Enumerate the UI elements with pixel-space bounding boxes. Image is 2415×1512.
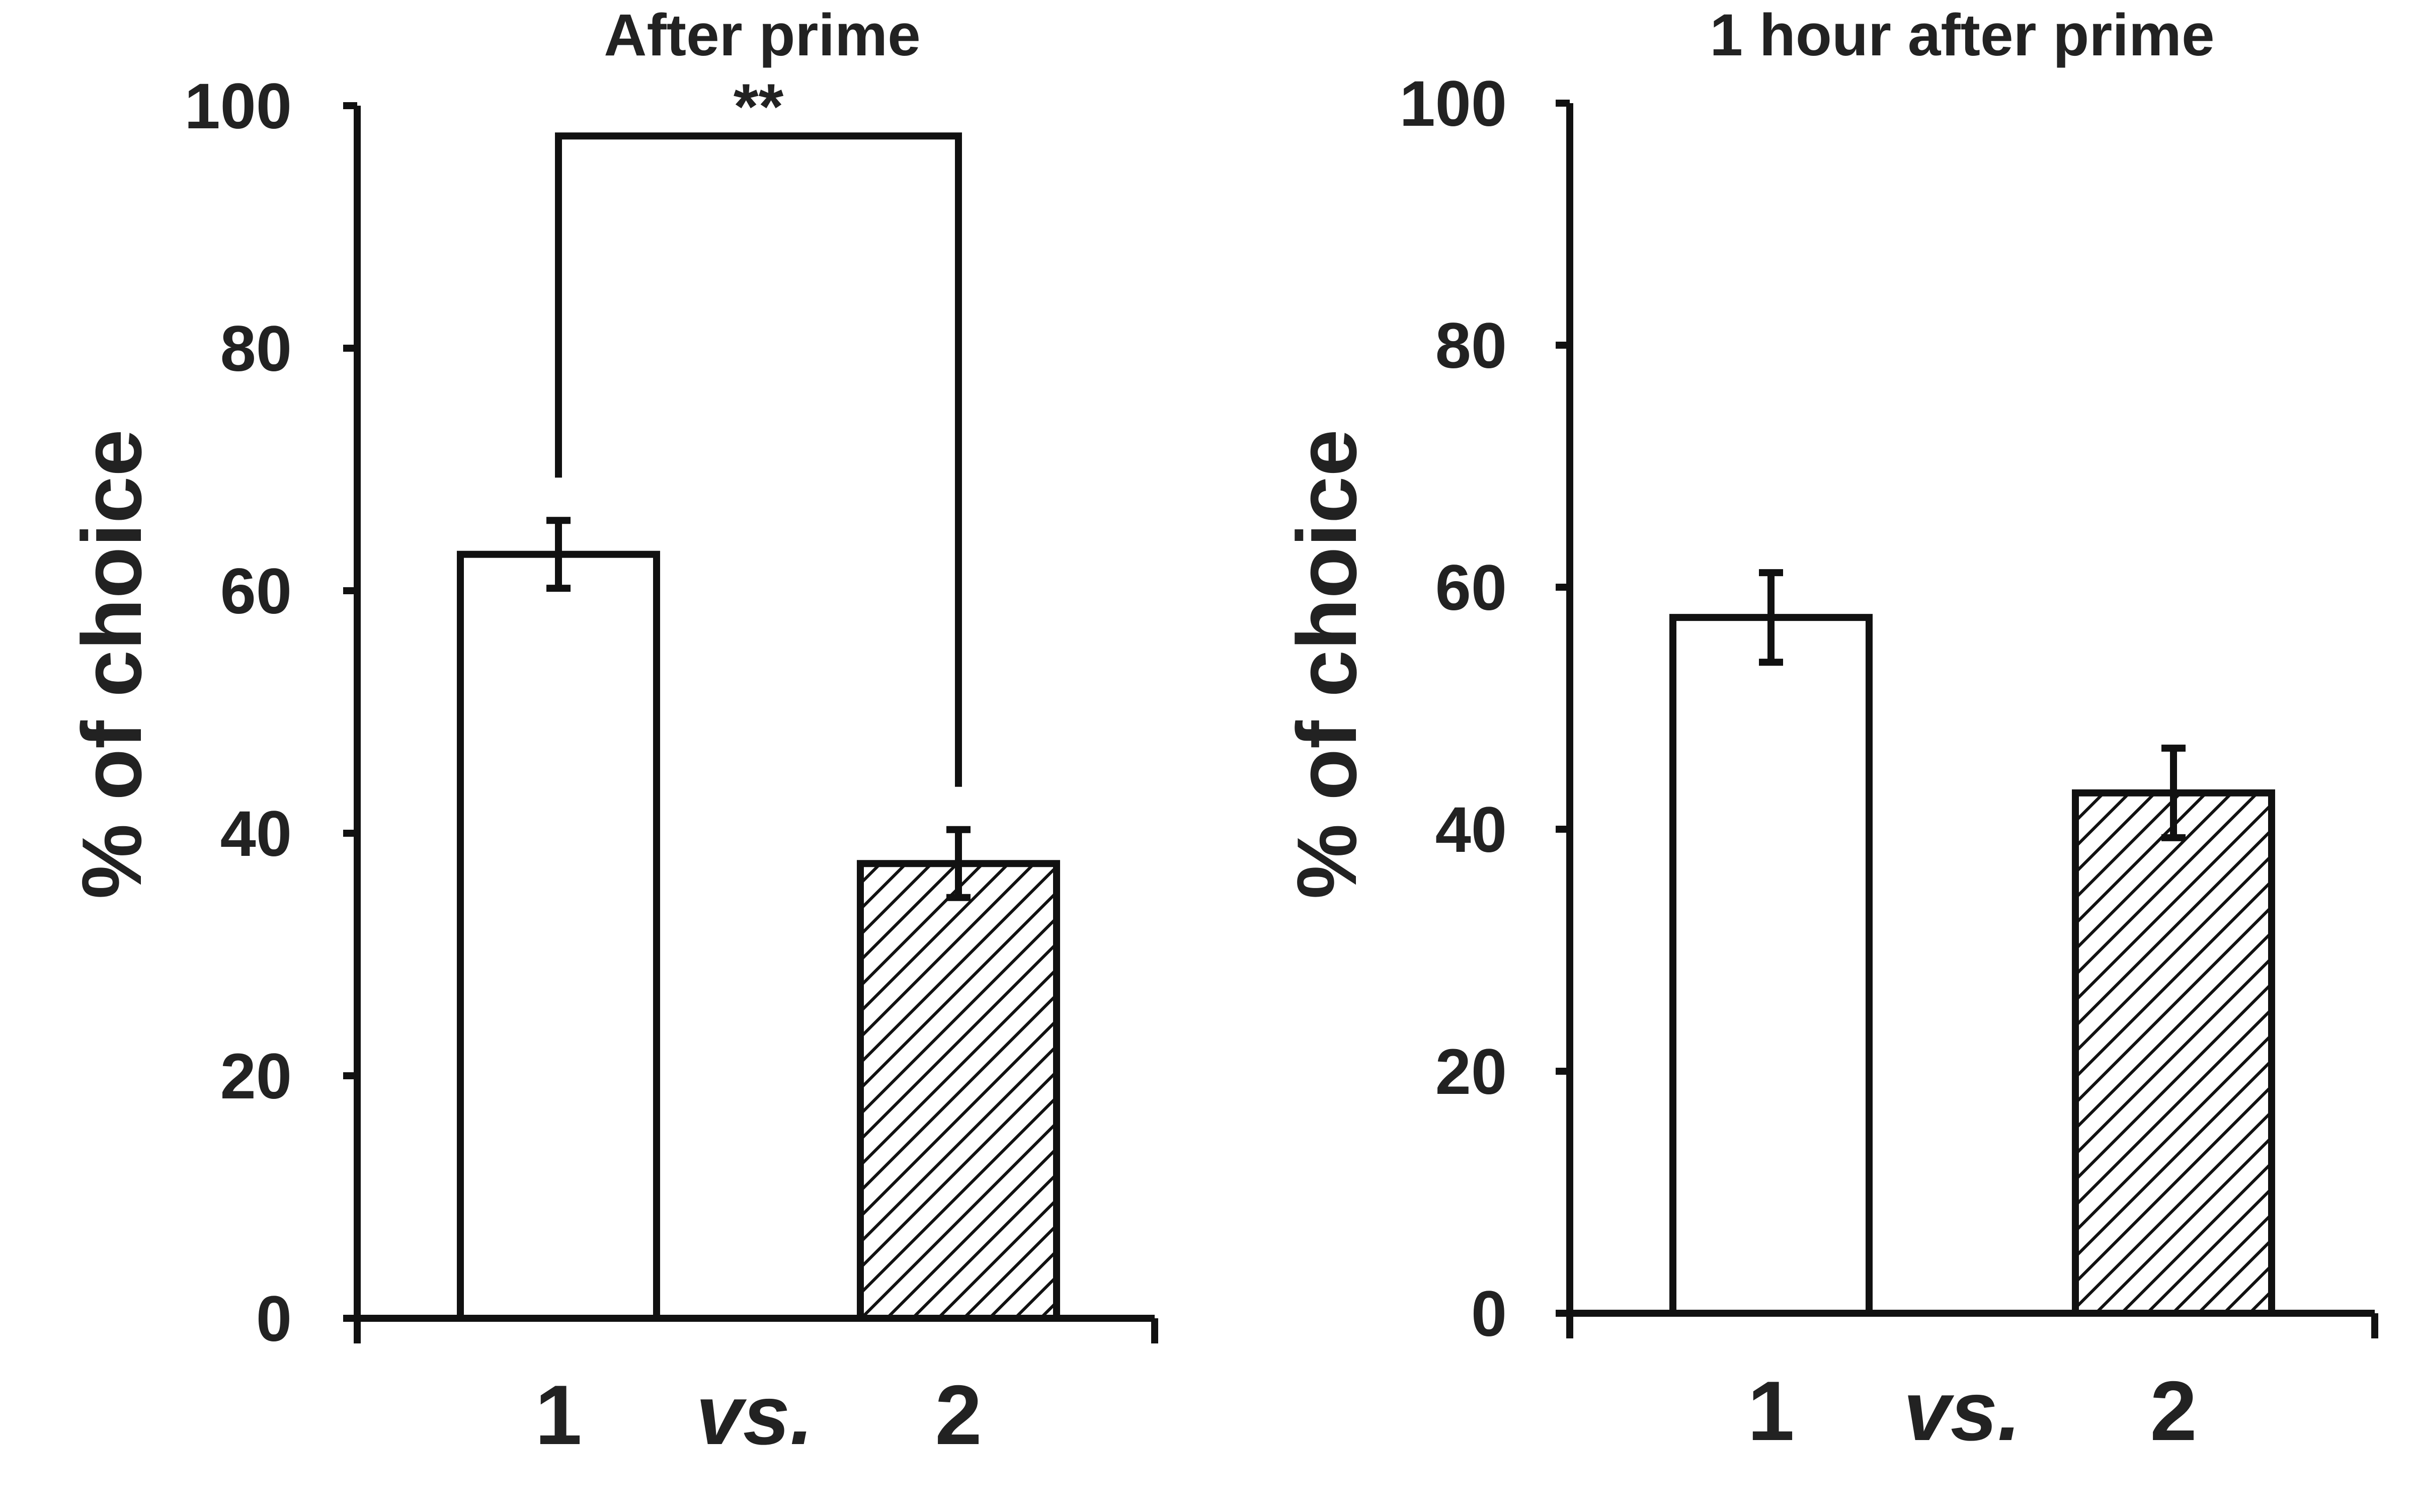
y-tick-label: 60	[1435, 552, 1507, 624]
chart-title: After prime	[604, 2, 920, 68]
x-tick-label: 2	[2150, 1364, 2197, 1458]
y-tick-label: 20	[1435, 1036, 1507, 1108]
x-separator-label: vs.	[696, 1368, 814, 1462]
x-tick-label: 1	[1747, 1364, 1794, 1458]
y-tick-label: 100	[184, 70, 292, 142]
y-tick-label: 0	[1471, 1278, 1507, 1350]
bar-1	[1669, 614, 1873, 1317]
x-separator-label: vs.	[1903, 1364, 2021, 1458]
y-tick-label: 80	[1435, 310, 1507, 382]
bar-1	[457, 550, 660, 1322]
chart-title: 1 hour after prime	[1710, 2, 2214, 68]
chart-panel-after-prime: After prime % of choice vs. 1 20204060801…	[64, 2, 1158, 1462]
y-tick-label: 80	[220, 313, 292, 385]
chart-panel-1-hour-after-prime: 1 hour after prime % of choice vs. 1 2020…	[1279, 2, 2378, 1458]
bar-2	[2072, 789, 2275, 1317]
y-axis-label: % of choice	[1279, 429, 1374, 899]
y-tick-label: 20	[220, 1041, 292, 1112]
significance-bracket	[555, 132, 962, 787]
y-tick-label: 40	[1435, 794, 1507, 866]
y-tick-label: 40	[220, 798, 292, 870]
y-tick-label: 0	[256, 1283, 292, 1355]
y-axis-label: % of choice	[64, 429, 159, 899]
significance-label: **	[734, 70, 784, 142]
x-tick-label: 1	[535, 1368, 582, 1462]
y-tick-label: 100	[1399, 68, 1507, 140]
x-tick-label: 2	[935, 1368, 982, 1462]
y-tick-label: 60	[220, 555, 292, 627]
bar-2	[857, 860, 1060, 1322]
